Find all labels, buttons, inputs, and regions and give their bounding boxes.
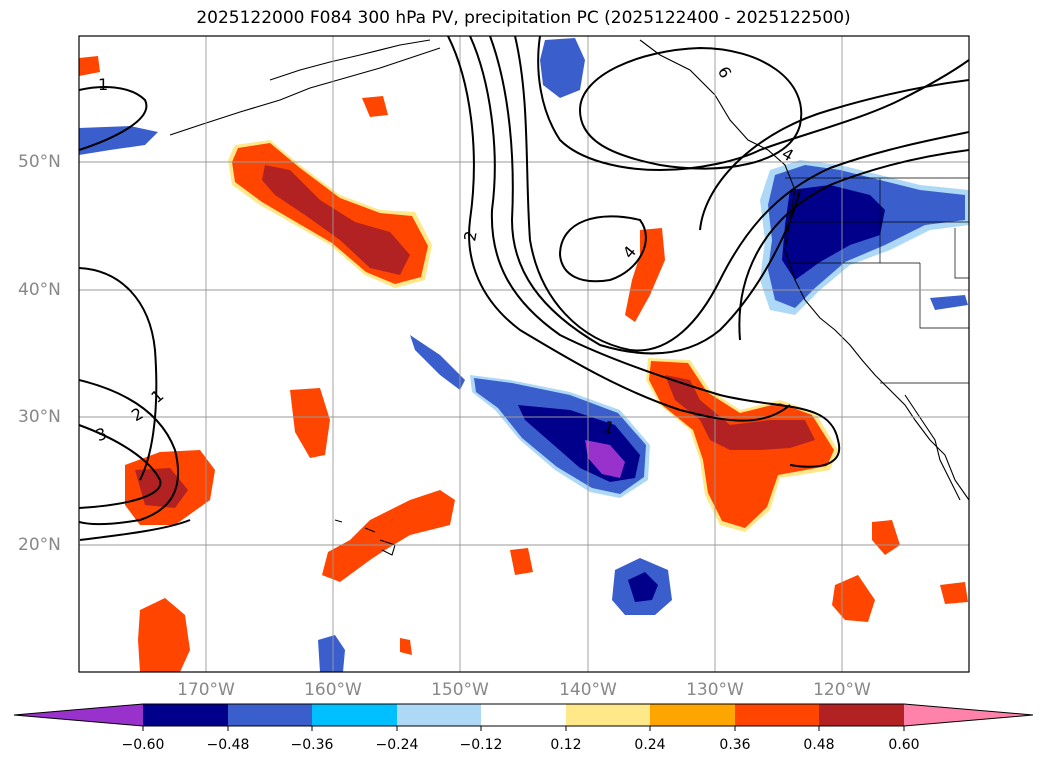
lon-label: 120°W (813, 680, 871, 700)
lat-label: 50°N (18, 152, 61, 172)
orange-region-small-3 (400, 638, 412, 655)
colorbar-segment (397, 704, 481, 726)
colorbar-segment (228, 704, 312, 726)
colorbar-tick-label: −0.60 (121, 737, 165, 753)
orange-region-south-west (138, 598, 190, 672)
red-region-west-subtropics (135, 468, 188, 508)
border-states (790, 178, 969, 329)
colorbar-segment (819, 704, 904, 726)
blue-region-bottom (318, 635, 345, 672)
map-area (79, 36, 969, 672)
colorbar-tick-label: −0.48 (206, 737, 250, 753)
colorbar-tick-label: −0.24 (375, 737, 419, 753)
purple-region-subtropics (585, 440, 625, 478)
lat-label: 40°N (18, 280, 61, 300)
blue-streak-hawaii-north (410, 335, 465, 390)
pv-contours (79, 36, 969, 541)
lat-label: 30°N (18, 407, 61, 427)
orange-region-south-east (832, 575, 875, 622)
orange-region-baja (872, 520, 900, 555)
gridlines (79, 36, 969, 672)
colorbar-segment (566, 704, 650, 726)
red-region-central (665, 375, 815, 450)
colorbar-tick-label: −0.12 (459, 737, 503, 753)
colorbar (13, 703, 1034, 731)
lon-label: 130°W (686, 680, 744, 700)
colorbar-segment (735, 704, 819, 726)
orange-region-northwest-corner (79, 56, 100, 76)
map-frame (78, 35, 970, 673)
contour-line (469, 36, 841, 468)
orange-region-mexico (940, 582, 968, 604)
blue-region-west-bering (79, 126, 158, 155)
coastline-baja (904, 394, 961, 501)
colorbar-ticks (142, 726, 905, 731)
colorbar-tick-label: 0.60 (888, 737, 920, 753)
colorbar-extend-low (14, 704, 143, 726)
contour-line (578, 46, 803, 170)
orange-region-mid (625, 228, 665, 322)
colorbar-segment (312, 704, 397, 726)
contour-line (558, 215, 647, 283)
colorbar-extend-high (904, 704, 1033, 726)
contour-line (489, 36, 801, 355)
coastline-alaska (269, 39, 431, 81)
colorbar-tick-label: 0.24 (634, 737, 666, 753)
contour-line (738, 149, 969, 341)
contour-label: 2 (460, 229, 480, 242)
map-title: 2025122000 F084 300 hPa PV, precipitatio… (196, 8, 851, 28)
political-borders (785, 177, 969, 384)
lon-label: 140°W (559, 680, 617, 700)
lon-label: 170°W (177, 680, 235, 700)
red-region-north-pacific (262, 165, 410, 275)
coastlines (169, 39, 969, 556)
coastline-north-america (639, 39, 969, 501)
coastline-hawaii (334, 519, 396, 556)
contour-line (79, 424, 162, 509)
contour-label: 1 (98, 75, 108, 94)
contour-line (79, 86, 148, 151)
lat-label: 20°N (18, 535, 61, 555)
positive-anomaly-regions (79, 56, 968, 672)
blue-region-southwest-us (930, 295, 968, 310)
lon-label: 150°W (431, 680, 489, 700)
contour-line (537, 36, 969, 172)
negative-anomaly-regions (79, 38, 969, 672)
orange-region-hawaii-north (290, 388, 330, 458)
colorbar-segment (650, 704, 735, 726)
orange-region-hawaii (322, 490, 455, 582)
contour-line (447, 36, 791, 422)
contour-line (79, 267, 158, 481)
blue-region-south-core (628, 572, 658, 602)
colorbar-tick-label: −0.36 (290, 737, 334, 753)
colorbar-tick-label: 0.12 (550, 737, 582, 753)
lon-label: 160°W (304, 680, 362, 700)
orange-region-small-1 (510, 548, 533, 575)
contour-line (699, 79, 969, 231)
contour-line (79, 379, 180, 526)
blue-region-pacific-northwest-core (782, 185, 885, 280)
contour-line (79, 519, 191, 541)
coastline-aleutians (169, 47, 441, 136)
blue-region-gulf-of-alaska (540, 38, 585, 98)
contour-line (514, 36, 969, 352)
colorbar-segment (481, 704, 566, 726)
colorbar-tick-label: 0.48 (803, 737, 835, 753)
colorbar-tick-label: 0.36 (719, 737, 751, 753)
colorbar-segment (143, 704, 228, 726)
orange-region-small-2 (362, 96, 388, 117)
